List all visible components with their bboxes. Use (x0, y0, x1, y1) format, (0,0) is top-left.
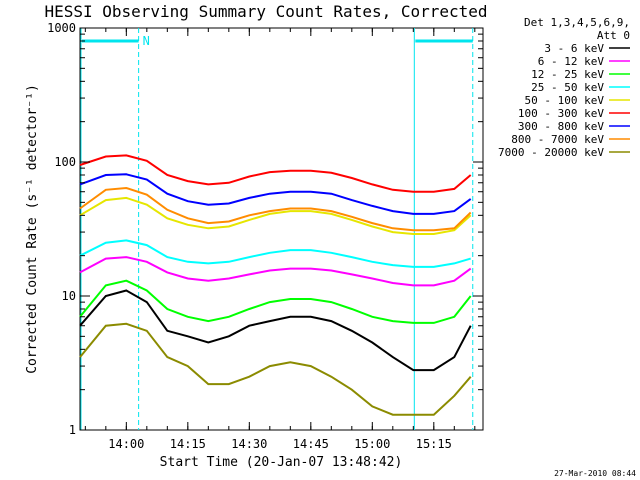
y-axis-label: Corrected Count Rate (s⁻¹ detector⁻¹) (25, 84, 40, 374)
series-line (79, 256, 472, 287)
series-line (79, 289, 472, 372)
series-line (79, 279, 472, 324)
legend-header-line-2: Att 0 (597, 29, 630, 42)
legend-header-line-1: Det 1,3,4,5,6,9, (524, 16, 630, 29)
x-tick-label: 14:15 (170, 437, 206, 451)
series-line (79, 239, 471, 268)
series-line (79, 173, 472, 215)
y-tick-label: 10 (62, 289, 76, 303)
legend-label: 25 - 50 keV (531, 81, 604, 94)
legend-label: 6 - 12 keV (538, 55, 605, 68)
x-tick-label: 14:30 (231, 437, 267, 451)
y-axis: 1 10 100 1000 (47, 21, 483, 437)
series-line (79, 322, 472, 416)
chart-title: HESSI Observing Summary Count Rates, Cor… (44, 2, 487, 21)
x-axis: 14:00 14:15 14:30 14:45 15:00 15:15 (84, 28, 476, 451)
x-tick-label: 15:15 (416, 437, 452, 451)
timestamp-stamp: 27-Mar-2010 08:44 (554, 469, 636, 478)
plot-area: N (79, 27, 484, 431)
series-line (79, 154, 472, 193)
night-label: N (143, 34, 150, 48)
legend-label: 300 - 800 keV (518, 120, 604, 133)
plot-frame (79, 27, 484, 431)
y-tick-label: 1 (69, 423, 76, 437)
legend-label: 7000 - 20000 keV (498, 146, 604, 159)
data-series (79, 154, 472, 416)
x-tick-label: 15:00 (354, 437, 390, 451)
series-line (79, 186, 472, 232)
legend-label: 3 - 6 keV (544, 42, 604, 55)
legend-label: 100 - 300 keV (518, 107, 604, 120)
legend-label: 12 - 25 keV (531, 68, 604, 81)
x-tick-label: 14:45 (293, 437, 329, 451)
legend-label: 800 - 7000 keV (511, 133, 604, 146)
series-line (79, 196, 472, 235)
y-tick-label: 100 (54, 155, 76, 169)
x-axis-label: Start Time (20-Jan-07 13:48:42) (160, 455, 403, 470)
night-markers: N (80, 28, 474, 430)
y-tick-label: 1000 (47, 21, 76, 35)
x-tick-label: 14:00 (108, 437, 144, 451)
legend-label: 50 - 100 keV (525, 94, 605, 107)
